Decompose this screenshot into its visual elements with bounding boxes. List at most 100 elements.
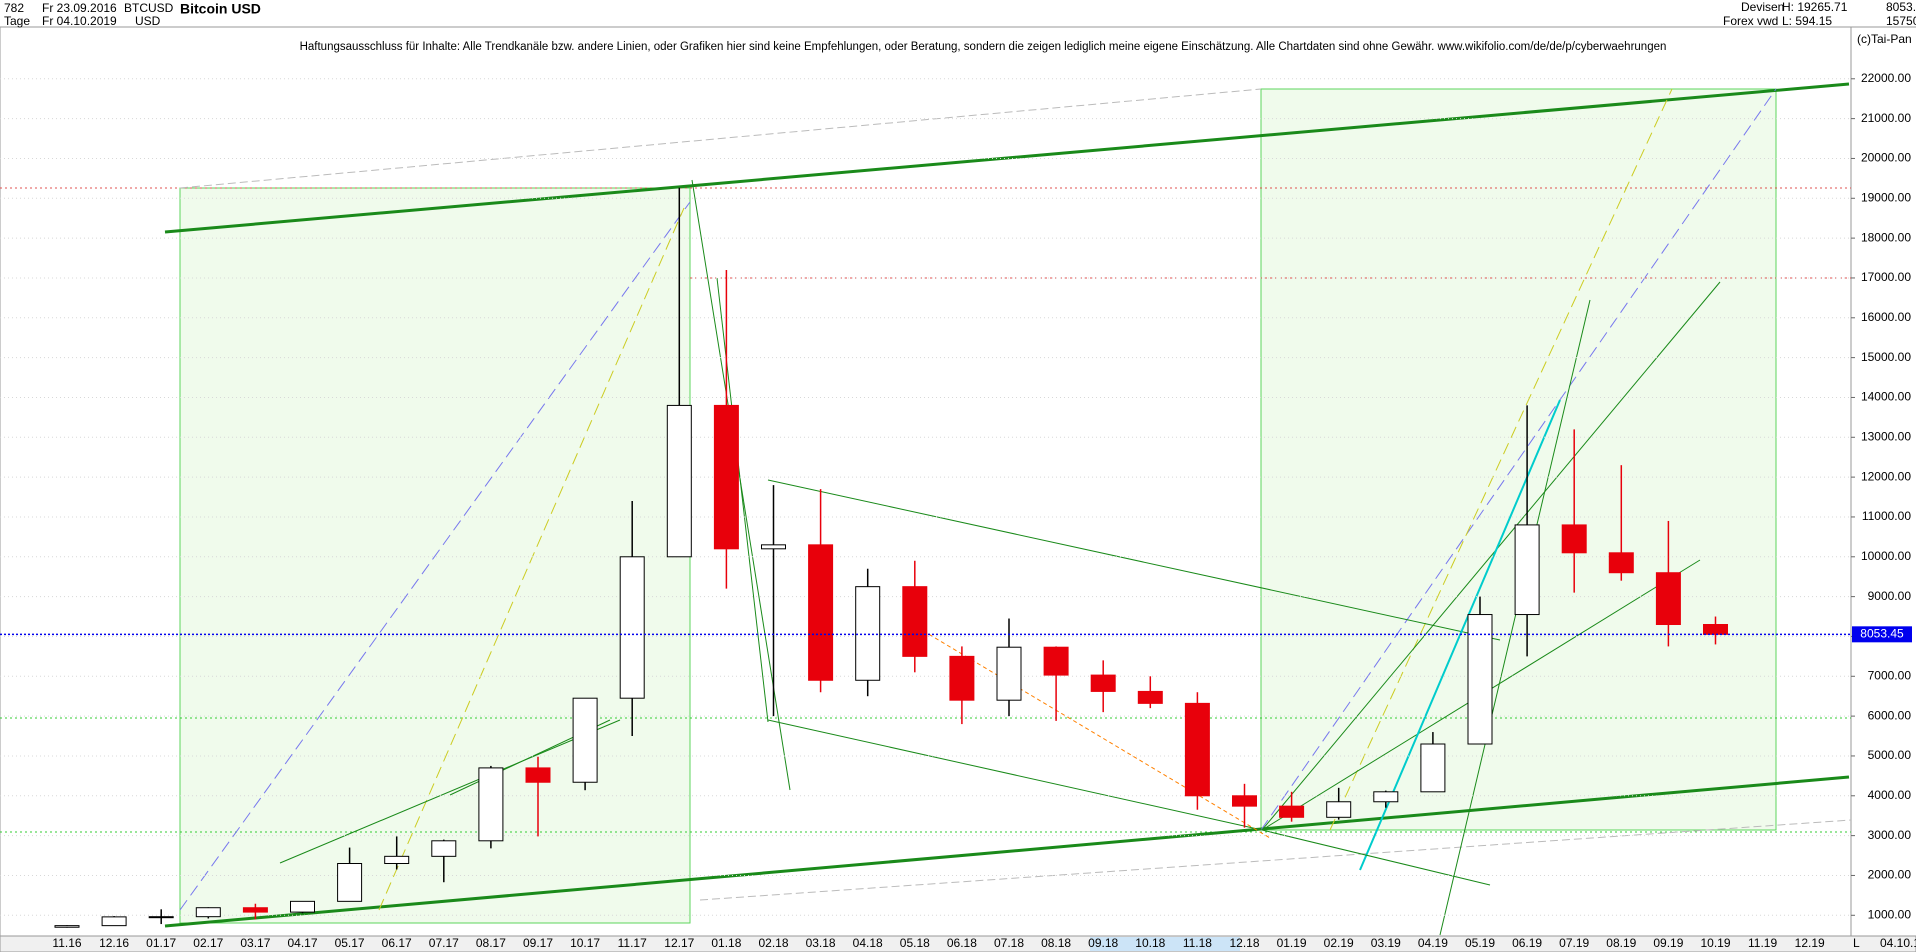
date-from: Fr 23.09.2016	[42, 1, 117, 15]
x-tick-label: 06.19	[1512, 936, 1542, 950]
y-tick-label: 18000.00	[1861, 230, 1911, 244]
x-tick-label: 05.18	[900, 936, 930, 950]
x-tick-label: 12.17	[664, 936, 694, 950]
channel-line	[164, 775, 1850, 928]
y-tick-label: 3000.00	[1868, 828, 1912, 842]
channel-line	[164, 82, 1850, 234]
x-tick-label: 01.19	[1277, 936, 1307, 950]
candle-body	[1326, 801, 1352, 818]
source: Forex vwd	[1723, 14, 1778, 28]
candle-body	[337, 863, 363, 902]
x-tick-label: 11.16	[52, 936, 81, 950]
candle-body	[148, 916, 174, 919]
x-tick-label: 11.17	[618, 936, 647, 950]
last: 8053.45	[1886, 0, 1916, 14]
chart-title: Bitcoin USD	[180, 1, 261, 17]
disclaimer: Haftungsausschluss für Inhalte: Alle Tre…	[300, 41, 1667, 53]
x-tick-label: 12.18	[1229, 936, 1259, 950]
candle-body	[242, 907, 268, 913]
candle-body	[1703, 624, 1728, 635]
x-tick-label: 05.19	[1465, 936, 1495, 950]
candle-body	[761, 544, 786, 550]
candle-body	[996, 646, 1022, 701]
x-axis-band	[0, 935, 1916, 952]
y-tick-label: 1000.00	[1868, 907, 1912, 921]
candle-body	[855, 586, 881, 681]
x-tick-label: 11.18	[1183, 936, 1212, 950]
candle-body	[431, 840, 457, 857]
candle-body	[1467, 614, 1493, 745]
x-tick-label: 05.17	[335, 936, 365, 950]
x-tick-label: 02.19	[1324, 936, 1354, 950]
x-tick-label: 12.19	[1795, 936, 1825, 950]
dashed-line	[378, 207, 685, 911]
footer-date: 04.10.19	[1880, 936, 1916, 950]
trend-line	[279, 719, 621, 864]
x-tick-label: 03.18	[806, 936, 836, 950]
candle-body	[1373, 791, 1399, 803]
period: Tage	[4, 14, 30, 28]
last-price-box	[1852, 626, 1912, 643]
y-tick-label: 4000.00	[1868, 788, 1912, 802]
trend-line	[767, 719, 1263, 831]
candle-body	[619, 556, 645, 699]
y-tick-label: 12000.00	[1861, 469, 1911, 483]
y-tick-label: 13000.00	[1861, 429, 1911, 443]
candle-body	[1232, 795, 1257, 807]
dashed-line	[1329, 88, 1673, 831]
trend-line	[1261, 281, 1721, 831]
dashed-line	[1260, 88, 1777, 831]
candle-body	[478, 767, 504, 842]
y-tick-label: 9000.00	[1868, 589, 1912, 603]
x-tick-label: 09.19	[1653, 936, 1683, 950]
x-tick-label: 09.18	[1088, 936, 1118, 950]
candle-body	[101, 916, 127, 927]
candle-body	[713, 404, 739, 550]
y-tick-label: 14000.00	[1861, 390, 1911, 404]
candle-body	[54, 925, 80, 928]
y-tick-label: 17000.00	[1861, 270, 1911, 284]
x-tick-label: 06.17	[382, 936, 412, 950]
candle-body	[195, 907, 221, 918]
x-tick-label: 03.19	[1371, 936, 1401, 950]
drawings	[0, 82, 1852, 936]
y-tick-label: 7000.00	[1868, 668, 1912, 682]
y-tick-label: 5000.00	[1868, 748, 1912, 762]
chart-id: 782	[4, 1, 24, 15]
y-tick-label: 10000.00	[1861, 549, 1911, 563]
footer-mode: L	[1853, 936, 1860, 950]
candle-body	[902, 586, 928, 657]
candle-body	[808, 544, 834, 681]
candle-body	[1090, 674, 1116, 692]
candle-body	[1608, 552, 1634, 574]
x-tick-label: 02.18	[758, 936, 788, 950]
dashed-line	[699, 819, 1852, 901]
x-tick-label: 07.18	[994, 936, 1024, 950]
candle-body	[666, 404, 692, 558]
candle-body	[1561, 524, 1587, 554]
x-tick-label: 02.17	[193, 936, 223, 950]
x-tick-label: 08.19	[1606, 936, 1636, 950]
y-tick-label: 21000.00	[1861, 111, 1911, 125]
dashed-line	[179, 201, 691, 911]
x-tick-label: 11.19	[1748, 936, 1777, 950]
candle-body	[1655, 572, 1681, 626]
x-tick-label: 01.17	[146, 936, 176, 950]
y-tick-label: 16000.00	[1861, 310, 1911, 324]
market: Devisen	[1741, 0, 1784, 14]
candle-body	[1279, 805, 1305, 818]
candle-body	[1043, 646, 1069, 676]
x-tick-label: 08.18	[1041, 936, 1071, 950]
x-axis-highlight	[1090, 937, 1240, 951]
y-tick-label: 6000.00	[1868, 708, 1912, 722]
x-tick-label: 09.17	[523, 936, 553, 950]
symbol: BTCUSD	[124, 1, 174, 15]
x-tick-label: 07.17	[429, 936, 459, 950]
x-tick-label: 07.19	[1559, 936, 1589, 950]
last-price-label: 8053.45	[1860, 626, 1904, 640]
trend-line	[767, 479, 1501, 641]
x-tick-label: 08.17	[476, 936, 506, 950]
y-tick-label: 20000.00	[1861, 151, 1911, 165]
x-tick-label: 10.17	[570, 936, 600, 950]
